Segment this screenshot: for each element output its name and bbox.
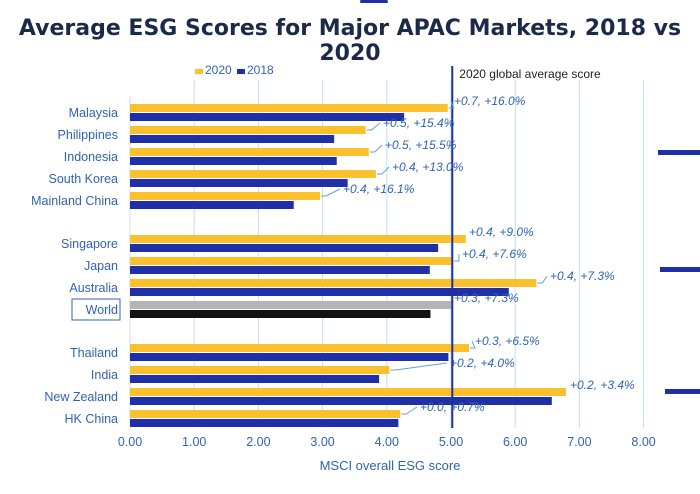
bar-2018 [130,201,294,209]
bar-2020 [130,170,376,178]
bar-2020 [130,257,453,265]
labels: 0.00 1.00 2.00 3.00 4.00 5.00 6.00 7.00 8.00 Mala… [31,94,656,473]
bar-2020 [130,192,321,200]
bar-2018 [130,244,439,252]
change-annotation: +0.0, +0.7% [420,400,485,414]
change-annotation: +0.2, +3.4% [570,378,635,392]
category-label: Japan [84,259,118,273]
bar-2018 [130,113,405,121]
bar-2020 [130,279,537,287]
category-label: India [91,368,118,382]
bar-2018 [130,375,380,383]
world-label-box [71,298,121,321]
bar-2020 [130,388,566,396]
x-tick-label: 7.00 [567,435,591,449]
edge-decoration [658,150,700,155]
x-tick-label: 8.00 [631,435,655,449]
change-annotation: +0.7, +16.0% [454,94,526,108]
change-annotation: +0.3, +6.5% [475,334,540,348]
bar-2018 [130,288,509,296]
category-label: Singapore [61,237,118,251]
annotation-connector [376,166,390,175]
annotation-connector [453,253,460,262]
bar-2020 [130,366,390,374]
change-annotation: +0.5, +15.5% [385,138,457,152]
x-tick-label: 1.00 [182,435,206,449]
bar-2020 [130,148,369,156]
decorations [658,150,700,394]
bar-2018 [130,353,449,361]
legend: 2020 2018 [195,63,274,77]
decorative-top-line [360,0,388,3]
x-tick-label: 2.00 [246,435,270,449]
annotation-connector [469,340,476,349]
change-annotation: +0.2, +4.0% [450,356,515,370]
change-annotation: +0.4, +9.0% [469,225,534,239]
bar-2020 [130,126,366,134]
category-label: New Zealand [44,390,118,404]
bar-2018 [130,157,337,165]
bar-2020 [130,235,466,243]
category-label: Malaysia [69,106,118,120]
legend-swatch-2018 [237,69,245,74]
change-annotation: +0.4, +16.1% [343,182,415,196]
bars [130,104,566,427]
bar-2018 [130,310,431,318]
edge-decoration [665,389,700,394]
category-label: South Korea [49,172,119,186]
annotation-connector [369,144,383,153]
legend-swatch-2020 [195,69,203,74]
bar-2018 [130,266,430,274]
change-annotation: +0.5, +15.4% [383,116,455,130]
annotation-connector [401,406,418,415]
category-label: Indonesia [64,150,118,164]
bar-2020 [130,344,469,352]
change-annotation: +0.4, +13.0% [392,160,464,174]
bar-2018 [130,419,399,427]
x-tick-label: 0.00 [118,435,142,449]
x-tick-label: 4.00 [375,435,399,449]
annotation-connector [390,362,448,371]
annotation-connector [448,100,455,109]
change-annotation: +0.3, +7.3% [454,291,519,305]
category-label: Australia [69,281,118,295]
category-label: Philippines [58,128,118,142]
legend-label-2020: 2020 [205,63,232,77]
annotation-connectors [321,100,548,415]
category-label: Thailand [70,346,118,360]
reference-line-label: 2020 global average score [459,67,601,81]
x-tick-label: 3.00 [310,435,334,449]
bar-2020 [130,301,453,309]
chart-title: Average ESG Scores for Major APAC Market… [18,16,682,66]
change-annotation: +0.4, +7.6% [462,247,527,261]
edge-decoration [660,267,700,272]
bar-2018 [130,179,348,187]
bar-2020 [130,410,401,418]
annotation-connector [321,188,341,197]
bar-2020 [130,104,448,112]
category-label: World [86,303,118,317]
annotation-connector [537,275,548,284]
bar-2018 [130,135,335,143]
x-tick-label: 6.00 [503,435,527,449]
change-annotation: +0.4, +7.3% [550,269,615,283]
annotation-connector [366,122,381,131]
reference-line-group: 2020 global average score [451,66,601,428]
x-axis-label: MSCI overall ESG score [320,458,461,473]
x-tick-label: 5.00 [439,435,463,449]
legend-label-2018: 2018 [247,63,274,77]
category-label: Mainland China [31,194,118,208]
category-label: HK China [65,412,119,426]
bar-2018 [130,397,552,405]
